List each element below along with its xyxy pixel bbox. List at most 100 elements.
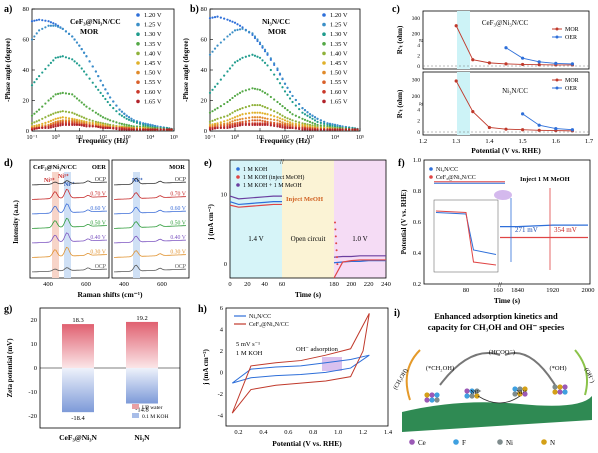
- b-data-point: [269, 114, 272, 117]
- b-data-point: [286, 93, 289, 97]
- panel-b-xlabel: Frequency (Hz): [260, 136, 311, 145]
- panel-i-arrow-right: [504, 352, 556, 386]
- a-data-point: [149, 126, 152, 130]
- panel-e-lines: [229, 195, 386, 279]
- a-data-point: [78, 120, 81, 123]
- a-data-point: [118, 128, 121, 131]
- b-data-point: [211, 119, 214, 122]
- a-data-point: [80, 115, 83, 118]
- b-data-point: [276, 116, 279, 119]
- i-atom: [464, 393, 470, 399]
- a-data-point: [64, 123, 68, 126]
- b-data-point: [228, 126, 232, 129]
- a-data-point: [75, 41, 79, 44]
- a-data-point: [106, 126, 109, 130]
- d-spectrum-curve: [32, 217, 107, 229]
- a-data-point: [52, 124, 55, 127]
- b-data-point: [213, 47, 217, 50]
- a-data-point: [127, 128, 131, 131]
- b-data-point: [269, 124, 272, 127]
- b-data-point: [226, 122, 229, 125]
- a-data-point: [38, 125, 41, 128]
- b-data-point: [308, 113, 312, 116]
- b-data-point: [261, 123, 264, 126]
- b-data-point: [233, 110, 237, 113]
- panel-g-category-2: Ni₃N: [134, 433, 150, 442]
- a-data-point: [88, 118, 91, 121]
- e-legend-marker: [236, 167, 240, 171]
- a-data-point: [61, 91, 64, 94]
- a-data-point: [91, 81, 94, 84]
- b-data-point: [233, 123, 237, 126]
- b-data-point: [244, 55, 247, 58]
- b-data-point: [253, 103, 257, 107]
- a-data-point: [73, 119, 76, 122]
- c-ytick-label: 200: [412, 31, 421, 37]
- a-data-point: [49, 21, 53, 24]
- a-data-point: [146, 128, 150, 131]
- e-spike-point: [335, 242, 338, 245]
- g-ytick-label: -10: [28, 389, 37, 396]
- a-data-point: [49, 24, 53, 27]
- a-data-point: [44, 121, 47, 124]
- b-data-point: [269, 108, 272, 111]
- a-data-point: [88, 77, 91, 80]
- b-data-point: [238, 24, 242, 27]
- panel-d-left-mode: OER: [92, 164, 106, 171]
- a-legend-marker: [136, 70, 140, 75]
- i-legend-label: N: [550, 439, 555, 447]
- i-atom: [517, 386, 523, 392]
- a-data-point: [80, 48, 83, 51]
- b-data-point: [269, 121, 272, 124]
- b-data-point: [248, 88, 251, 91]
- d-spectrum-curve: [114, 235, 187, 244]
- a-data-point: [153, 128, 157, 131]
- panel-i-substrate: [402, 396, 592, 432]
- a-data-point: [82, 121, 86, 124]
- a-data-point: [101, 94, 105, 98]
- a-data-point: [135, 125, 139, 128]
- a-data-point: [125, 126, 128, 130]
- d-level-label: OCP: [175, 177, 186, 183]
- a-data-point: [64, 120, 68, 123]
- c-mor-point: [537, 128, 541, 132]
- c-ytick-label: 0: [417, 64, 420, 70]
- a-data-point: [132, 126, 135, 130]
- b-data-point: [319, 128, 322, 131]
- panel-d-level-labels: OCP OCP 0.30 V 0.30 V 0.40 V 0.40 V 0.50 V 0.50…: [90, 177, 186, 270]
- a-data-point: [109, 96, 112, 99]
- a-data-point: [94, 120, 97, 123]
- panel-d-curves: [32, 177, 187, 273]
- panel-e-region-label-2: Open circuit: [291, 235, 326, 243]
- b-data-point: [344, 128, 347, 131]
- c-legend-marker: [555, 78, 559, 82]
- a-data-point: [54, 117, 57, 120]
- b-data-point: [278, 72, 282, 75]
- b-data-point: [213, 127, 217, 130]
- a-data-point: [71, 35, 74, 38]
- b-data-point: [231, 124, 234, 127]
- b-data-point: [336, 124, 339, 127]
- b-legend-label: 1.40 V: [330, 50, 348, 57]
- a-data-point: [56, 92, 60, 95]
- b-data-point: [231, 120, 234, 123]
- b-data-point: [248, 116, 251, 119]
- b-data-point: [341, 128, 344, 131]
- b-data-point: [306, 128, 309, 131]
- b-data-point: [291, 122, 294, 125]
- a-data-point: [85, 120, 88, 123]
- g-bar: [62, 324, 94, 368]
- a-data-point: [75, 62, 79, 65]
- e-xtick-label: 220: [364, 281, 374, 288]
- b-data-point: [291, 123, 294, 126]
- b-data-point: [253, 54, 257, 57]
- b-data-point: [313, 119, 317, 122]
- a-legend-label: 1.25 V: [144, 22, 162, 29]
- a-data-point: [67, 92, 71, 95]
- i-atom: [517, 391, 523, 397]
- h-xtick-label: 1.2: [359, 429, 367, 436]
- c-oer-point: [570, 128, 575, 132]
- panel-c-letter: c): [392, 4, 400, 15]
- b-data-point: [281, 126, 284, 129]
- b-legend-label: 1.50 V: [330, 70, 348, 77]
